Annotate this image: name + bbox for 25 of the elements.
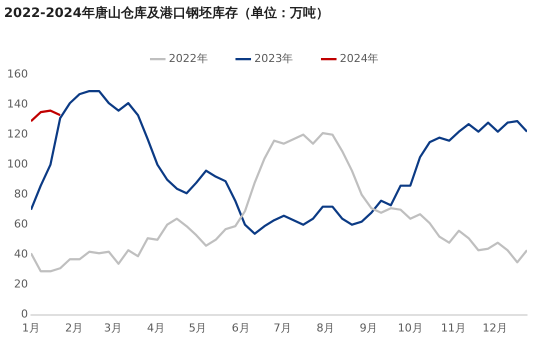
x-tick-label: 6月 bbox=[232, 321, 250, 334]
x-tick-label: 4月 bbox=[147, 321, 166, 334]
x-tick-label: 8月 bbox=[316, 321, 335, 334]
legend-label: 2024年 bbox=[340, 52, 379, 65]
x-tick-label: 5月 bbox=[188, 321, 207, 334]
legend-label: 2023年 bbox=[254, 52, 294, 65]
x-tick-label: 11月 bbox=[440, 321, 466, 334]
y-tick-label: 0 bbox=[20, 308, 28, 321]
x-tick-label: 1月 bbox=[22, 321, 40, 334]
y-tick-label: 140 bbox=[6, 97, 28, 110]
y-tick-label: 120 bbox=[6, 128, 28, 141]
x-tick-label: 12月 bbox=[482, 321, 508, 334]
y-tick-label: 100 bbox=[6, 158, 28, 171]
legend-label: 2022年 bbox=[168, 52, 208, 65]
x-tick-label: 7月 bbox=[273, 321, 292, 334]
y-tick-label: 60 bbox=[14, 218, 28, 231]
x-tick-label: 9月 bbox=[360, 321, 378, 334]
y-tick-label: 160 bbox=[6, 67, 28, 80]
y-tick-label: 80 bbox=[14, 188, 28, 201]
x-tick-label: 3月 bbox=[104, 321, 122, 334]
x-tick-label: 2月 bbox=[65, 321, 84, 334]
chart-title: 2022-2024年唐山仓库及港口钢坯库存（单位：万吨） bbox=[4, 5, 329, 22]
y-tick-label: 40 bbox=[14, 248, 28, 261]
y-tick-label: 20 bbox=[14, 278, 28, 291]
x-tick-label: 10月 bbox=[398, 321, 423, 334]
